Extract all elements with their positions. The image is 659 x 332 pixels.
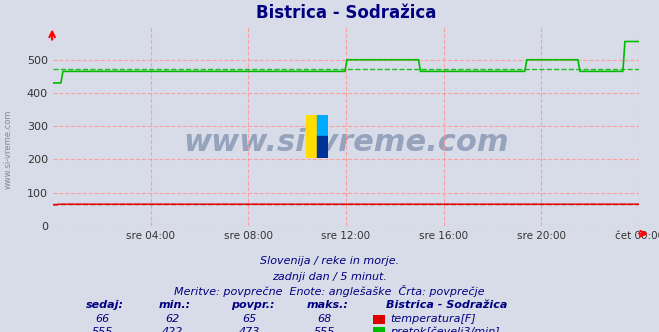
Bar	[306, 115, 317, 158]
Text: 555: 555	[314, 327, 335, 332]
Text: temperatura[F]: temperatura[F]	[390, 314, 476, 324]
Text: sedaj:: sedaj:	[86, 300, 124, 310]
Bar	[317, 115, 328, 136]
Text: 473: 473	[239, 327, 260, 332]
Bar	[317, 136, 328, 158]
Text: Slovenija / reke in morje.: Slovenija / reke in morje.	[260, 256, 399, 266]
Text: Bistrica - Sodražica: Bistrica - Sodražica	[386, 300, 507, 310]
Text: www.si-vreme.com: www.si-vreme.com	[183, 127, 509, 157]
Text: maks.:: maks.:	[306, 300, 349, 310]
Text: www.si-vreme.com: www.si-vreme.com	[3, 110, 13, 189]
Title: Bistrica - Sodražica: Bistrica - Sodražica	[256, 4, 436, 22]
Text: 555: 555	[92, 327, 113, 332]
Text: 66: 66	[95, 314, 109, 324]
Text: 65: 65	[242, 314, 256, 324]
Text: min.:: min.:	[158, 300, 190, 310]
Text: pretok[čevelj3/min]: pretok[čevelj3/min]	[390, 326, 500, 332]
Text: povpr.:: povpr.:	[231, 300, 274, 310]
Text: zadnji dan / 5 minut.: zadnji dan / 5 minut.	[272, 272, 387, 282]
Text: Meritve: povprečne  Enote: anglešaške  Črta: povprečje: Meritve: povprečne Enote: anglešaške Črt…	[174, 285, 485, 297]
Text: 62: 62	[165, 314, 180, 324]
Text: 422: 422	[162, 327, 183, 332]
Text: 68: 68	[317, 314, 331, 324]
